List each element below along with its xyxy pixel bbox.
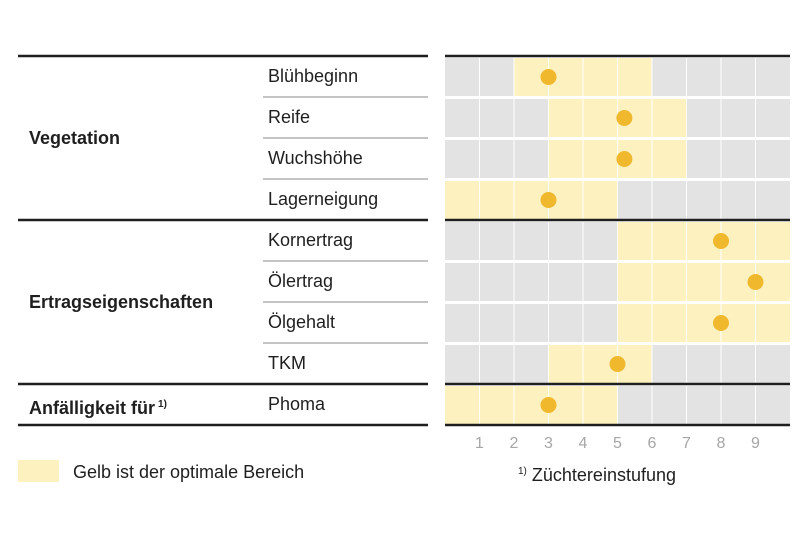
footnote-text: Züchtereinstufung (531, 465, 676, 485)
tick-label: 8 (717, 435, 726, 452)
group-label: Vegetation (29, 127, 120, 149)
row-label: TKM (268, 353, 306, 373)
group-label-text: Ertragseigenschaften (29, 292, 214, 312)
value-marker (713, 315, 729, 331)
value-marker (540, 397, 557, 413)
value-marker (616, 151, 633, 167)
tick-label: 3 (544, 435, 553, 452)
value-marker (747, 274, 764, 290)
value-marker (540, 192, 557, 208)
optimal-range-band (548, 345, 652, 383)
row-label: Phoma (268, 394, 326, 414)
footnote: 1) Züchtereinstufung (518, 461, 676, 486)
value-marker (713, 233, 729, 249)
optimal-range-band (445, 181, 618, 219)
group-label-text: Vegetation (29, 128, 121, 148)
row-label: Reife (268, 107, 311, 127)
optimal-range-band (617, 222, 790, 260)
footnote-mark: 1) (518, 466, 527, 477)
tick-label: 2 (510, 435, 519, 452)
row-label: Wuchshöhe (268, 148, 363, 168)
group-label: Anfälligkeit für 1) (29, 394, 167, 419)
optimal-range-band (617, 304, 790, 342)
legend-swatch (18, 460, 59, 482)
group-label-text: Anfälligkeit für (29, 397, 156, 418)
row-label: Kornertrag (268, 230, 354, 250)
row-label: Ölertrag (268, 271, 334, 291)
value-marker (540, 69, 557, 85)
optimal-range-band (617, 263, 790, 301)
row-label: Blühbeginn (268, 66, 359, 86)
tick-label: 9 (751, 435, 760, 452)
tick-label: 6 (648, 435, 657, 452)
row-label: Ölgehalt (268, 312, 336, 332)
tick-label: 1 (475, 435, 484, 452)
legend-text: Gelb ist der optimale Bereich (73, 462, 305, 482)
value-marker (609, 356, 626, 372)
tick-label: 4 (579, 435, 588, 452)
row-label: Lagerneigung (268, 189, 379, 209)
tick-label: 7 (682, 435, 691, 452)
group-label: Ertragseigenschaften (29, 291, 213, 313)
group-footnote-mark: 1) (158, 398, 167, 410)
tick-label: 5 (613, 435, 622, 452)
value-marker (616, 110, 633, 126)
optimal-range-band (445, 386, 618, 424)
